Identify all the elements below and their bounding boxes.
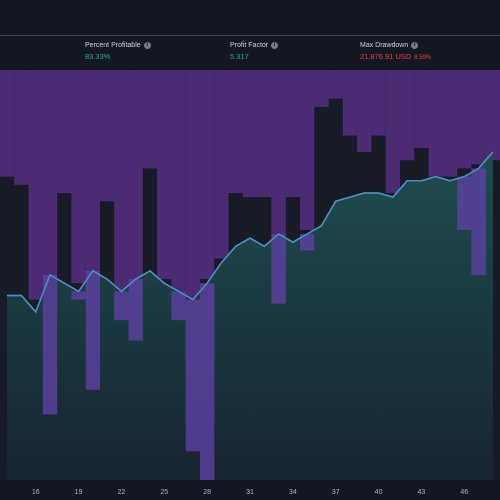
bar	[328, 70, 343, 99]
bar	[457, 176, 472, 230]
stat: Percent Profitable i 83.33%	[85, 42, 151, 61]
bar	[114, 291, 129, 321]
stat-extra: 8.59%	[414, 55, 432, 61]
bar	[171, 291, 186, 321]
stat-value: 21,876.91 USD 8.59%	[360, 52, 431, 61]
toolbar	[0, 0, 500, 36]
bar	[0, 70, 15, 177]
bar	[371, 70, 386, 136]
stat: Profit Factor i 5.317	[230, 42, 279, 61]
bar	[300, 234, 315, 251]
bar	[471, 70, 486, 165]
bar	[185, 70, 200, 300]
bar	[42, 275, 58, 415]
bar	[114, 70, 129, 292]
bar	[171, 70, 186, 292]
stat-label: Max Drawdown	[360, 42, 409, 49]
bar	[85, 270, 100, 390]
bar	[428, 70, 443, 177]
stat-value: 21,876.91 USD	[360, 52, 412, 61]
bar	[285, 70, 300, 198]
bar	[57, 70, 72, 193]
bar	[314, 70, 329, 107]
x-tick-label: 40	[375, 489, 383, 496]
bar	[200, 70, 215, 280]
stat-value: 83.33%	[85, 52, 111, 61]
bar	[257, 70, 272, 198]
bar	[271, 70, 286, 239]
bar	[128, 279, 143, 341]
info-icon[interactable]: i	[271, 42, 279, 49]
bar	[200, 283, 215, 480]
bar	[400, 70, 415, 161]
x-tick-label: 31	[246, 489, 254, 496]
info-icon[interactable]: i	[143, 42, 151, 49]
bar	[128, 70, 143, 292]
bar	[71, 291, 86, 300]
x-tick-label: 25	[160, 489, 168, 496]
bar	[485, 70, 500, 161]
bar	[142, 70, 158, 169]
stat-value: 5.317	[230, 52, 249, 61]
bar	[242, 70, 258, 198]
bar	[357, 70, 372, 152]
equity-area	[7, 152, 493, 480]
stat-label: Profit Factor	[230, 42, 269, 49]
x-tick-label: 34	[289, 489, 297, 496]
bar	[28, 70, 43, 300]
bar	[457, 70, 472, 169]
equity-line	[7, 151, 494, 314]
x-tick-label: 22	[118, 489, 126, 496]
bar	[185, 299, 200, 452]
bar	[100, 70, 115, 202]
bar	[385, 70, 400, 193]
bar	[42, 70, 58, 292]
bar	[442, 70, 458, 177]
bar	[85, 70, 100, 280]
info-icon[interactable]: i	[411, 42, 419, 49]
x-tick-label: 16	[32, 489, 40, 496]
bar	[300, 70, 315, 230]
bar	[228, 70, 243, 193]
bar	[157, 70, 172, 280]
x-tick-label: 28	[203, 489, 211, 496]
stat: Max Drawdown i 21,876.91 USD 8.59%	[360, 42, 431, 61]
x-tick-label: 19	[75, 489, 83, 496]
bar	[214, 70, 229, 259]
bar	[414, 70, 429, 148]
x-tick-label: 46	[460, 489, 468, 496]
bar	[471, 168, 486, 275]
x-tick-label: 43	[418, 489, 426, 496]
bar	[71, 70, 86, 284]
stat-label: Percent Profitable	[85, 42, 141, 49]
bar	[342, 70, 358, 136]
bar	[14, 70, 29, 185]
bar	[271, 234, 286, 304]
x-tick-label: 37	[332, 489, 340, 496]
